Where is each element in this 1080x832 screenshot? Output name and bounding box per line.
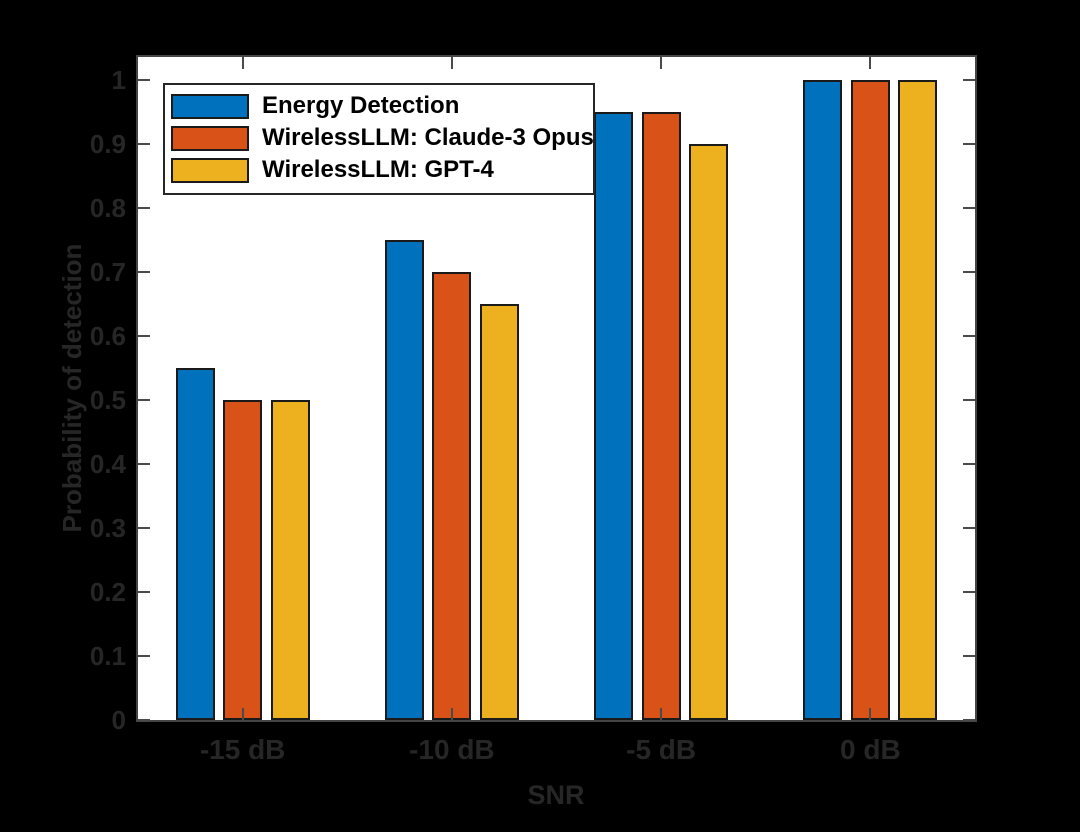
y-tick-label: 0.8	[89, 193, 126, 224]
bar-wirelessllm-claude-3-opus-0dB	[850, 80, 890, 720]
bar-wirelessllm-gpt-4--15dB	[270, 400, 310, 720]
bar-wirelessllm-gpt-4-0dB	[898, 80, 938, 720]
y-tick-left	[138, 335, 150, 338]
y-tick-left	[138, 207, 150, 210]
y-tick-left	[138, 79, 150, 82]
y-axis-title: Probability of detection	[57, 243, 87, 533]
y-tick-label: 0.5	[89, 385, 126, 416]
y-tick-right	[963, 271, 975, 274]
x-tick-bottom	[869, 708, 872, 720]
y-tick-left	[138, 591, 150, 593]
y-tick-right	[963, 655, 975, 657]
y-tick-label: 0.2	[89, 577, 126, 607]
x-tick-label: -10 dB	[409, 734, 495, 765]
bar-energy-detection--5dB	[594, 112, 634, 720]
y-tick-right	[963, 719, 975, 721]
y-tick-left	[138, 463, 150, 465]
bar-wirelessllm-gpt-4--5dB	[689, 144, 729, 720]
x-tick-label: -5 dB	[626, 734, 697, 765]
legend-label: WirelessLLM: Claude-3 Opus	[262, 124, 594, 151]
y-tick-right	[963, 143, 975, 146]
y-tick-label: 0.4	[89, 449, 126, 479]
y-tick-label: 0.6	[89, 321, 126, 352]
legend-item-claude-3-opus: WirelessLLM: Claude-3 Opus	[171, 122, 594, 154]
legend-swatch-yellow	[171, 157, 249, 183]
legend-item-energy-detection: Energy Detection	[171, 90, 593, 122]
bar-wirelessllm-claude-3-opus--10dB	[432, 272, 472, 720]
legend: Energy Detection WirelessLLM: Claude-3 O…	[163, 83, 595, 195]
x-tick-label: 0 dB	[840, 734, 901, 765]
legend-label: WirelessLLM: GPT-4	[262, 156, 494, 183]
y-tick-right	[963, 207, 975, 210]
legend-item-gpt-4: WirelessLLM: GPT-4	[171, 154, 593, 186]
bar-energy-detection--15dB	[175, 368, 215, 720]
y-tick-left	[138, 271, 150, 274]
x-axis-title: SNR	[527, 780, 585, 810]
y-tick-label: 0.7	[89, 257, 126, 288]
y-tick-left	[138, 399, 150, 402]
bar-wirelessllm-claude-3-opus--15dB	[223, 400, 263, 720]
bar-wirelessllm-gpt-4--10dB	[479, 304, 519, 720]
y-tick-right	[963, 463, 975, 465]
y-tick-right	[963, 79, 975, 82]
y-tick-right	[963, 591, 975, 593]
y-tick-label: 0.3	[89, 513, 126, 543]
bar-energy-detection-0dB	[803, 80, 843, 720]
x-tick-bottom	[241, 708, 244, 720]
legend-swatch-orange	[171, 125, 249, 151]
x-tick-bottom	[450, 708, 453, 720]
y-tick-label: 1	[111, 65, 126, 96]
x-tick-bottom	[660, 708, 663, 720]
y-tick-right	[963, 399, 975, 402]
legend-label: Energy Detection	[262, 92, 460, 119]
x-tick-top	[869, 57, 872, 69]
y-tick-left	[138, 655, 150, 657]
x-tick-top	[450, 57, 453, 69]
legend-swatch-blue	[171, 93, 249, 119]
y-tick-left	[138, 527, 150, 529]
y-tick-label: 0	[111, 705, 126, 735]
y-tick-label: 0.9	[89, 129, 126, 160]
x-tick-top	[241, 57, 244, 69]
bar-energy-detection--10dB	[384, 240, 424, 720]
y-tick-left	[138, 143, 150, 146]
y-tick-right	[963, 527, 975, 529]
y-tick-left	[138, 719, 150, 721]
x-tick-top	[660, 57, 663, 69]
y-tick-right	[963, 335, 975, 338]
x-tick-label: -15 dB	[199, 734, 286, 765]
bar-wirelessllm-claude-3-opus--5dB	[641, 112, 681, 720]
y-tick-label: 0.1	[89, 641, 126, 671]
